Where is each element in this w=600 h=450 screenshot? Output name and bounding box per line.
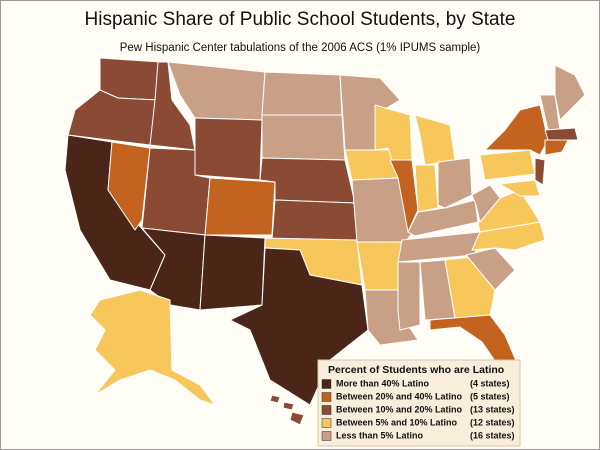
- state: [149, 61, 196, 151]
- state: [289, 411, 305, 426]
- legend-count: (5 states): [470, 391, 510, 401]
- legend-label: Less than 5% Latino: [336, 430, 424, 440]
- map-subtitle: Pew Hispanic Center tabulations of the 2…: [120, 42, 481, 54]
- legend-swatch: [321, 418, 332, 428]
- legend-count: (12 states): [470, 417, 515, 427]
- state: [261, 114, 346, 161]
- state: [107, 141, 151, 231]
- state: [534, 157, 546, 186]
- state: [261, 71, 343, 116]
- legend-count: (16 states): [470, 430, 515, 440]
- legend-count: (4 states): [470, 378, 510, 388]
- legend-label: Between 20% and 40% Latino: [336, 391, 463, 401]
- legend-count: (13 states): [470, 404, 515, 414]
- state: [271, 199, 358, 243]
- state: [471, 184, 501, 223]
- legend-swatch: [321, 431, 332, 441]
- state: [282, 401, 295, 411]
- state: [194, 117, 263, 181]
- state: [437, 157, 473, 209]
- map-title: Hispanic Share of Public School Students…: [85, 9, 516, 30]
- legend-swatch: [321, 405, 332, 415]
- legend-box: [317, 359, 521, 447]
- legend-swatch: [321, 379, 332, 389]
- state: [199, 234, 266, 311]
- legend-label: Between 5% and 10% Latino: [336, 417, 458, 427]
- state: [544, 127, 579, 141]
- state: [89, 289, 216, 406]
- state: [397, 261, 421, 331]
- legend: Percent of Students who are Latino More …: [317, 359, 521, 447]
- state: [351, 177, 416, 243]
- state: [544, 139, 569, 156]
- legend-label: More than 40% Latino: [336, 378, 430, 388]
- legend-label: Between 10% and 20% Latino: [336, 404, 463, 414]
- state: [414, 164, 439, 213]
- state: [499, 179, 541, 197]
- us-map: [64, 57, 586, 426]
- state: [204, 177, 276, 236]
- state: [554, 64, 586, 121]
- state: [465, 247, 516, 291]
- state: [484, 104, 549, 156]
- legend-title: Percent of Students who are Latino: [328, 364, 504, 376]
- state: [269, 394, 281, 404]
- legend-swatch: [321, 392, 332, 402]
